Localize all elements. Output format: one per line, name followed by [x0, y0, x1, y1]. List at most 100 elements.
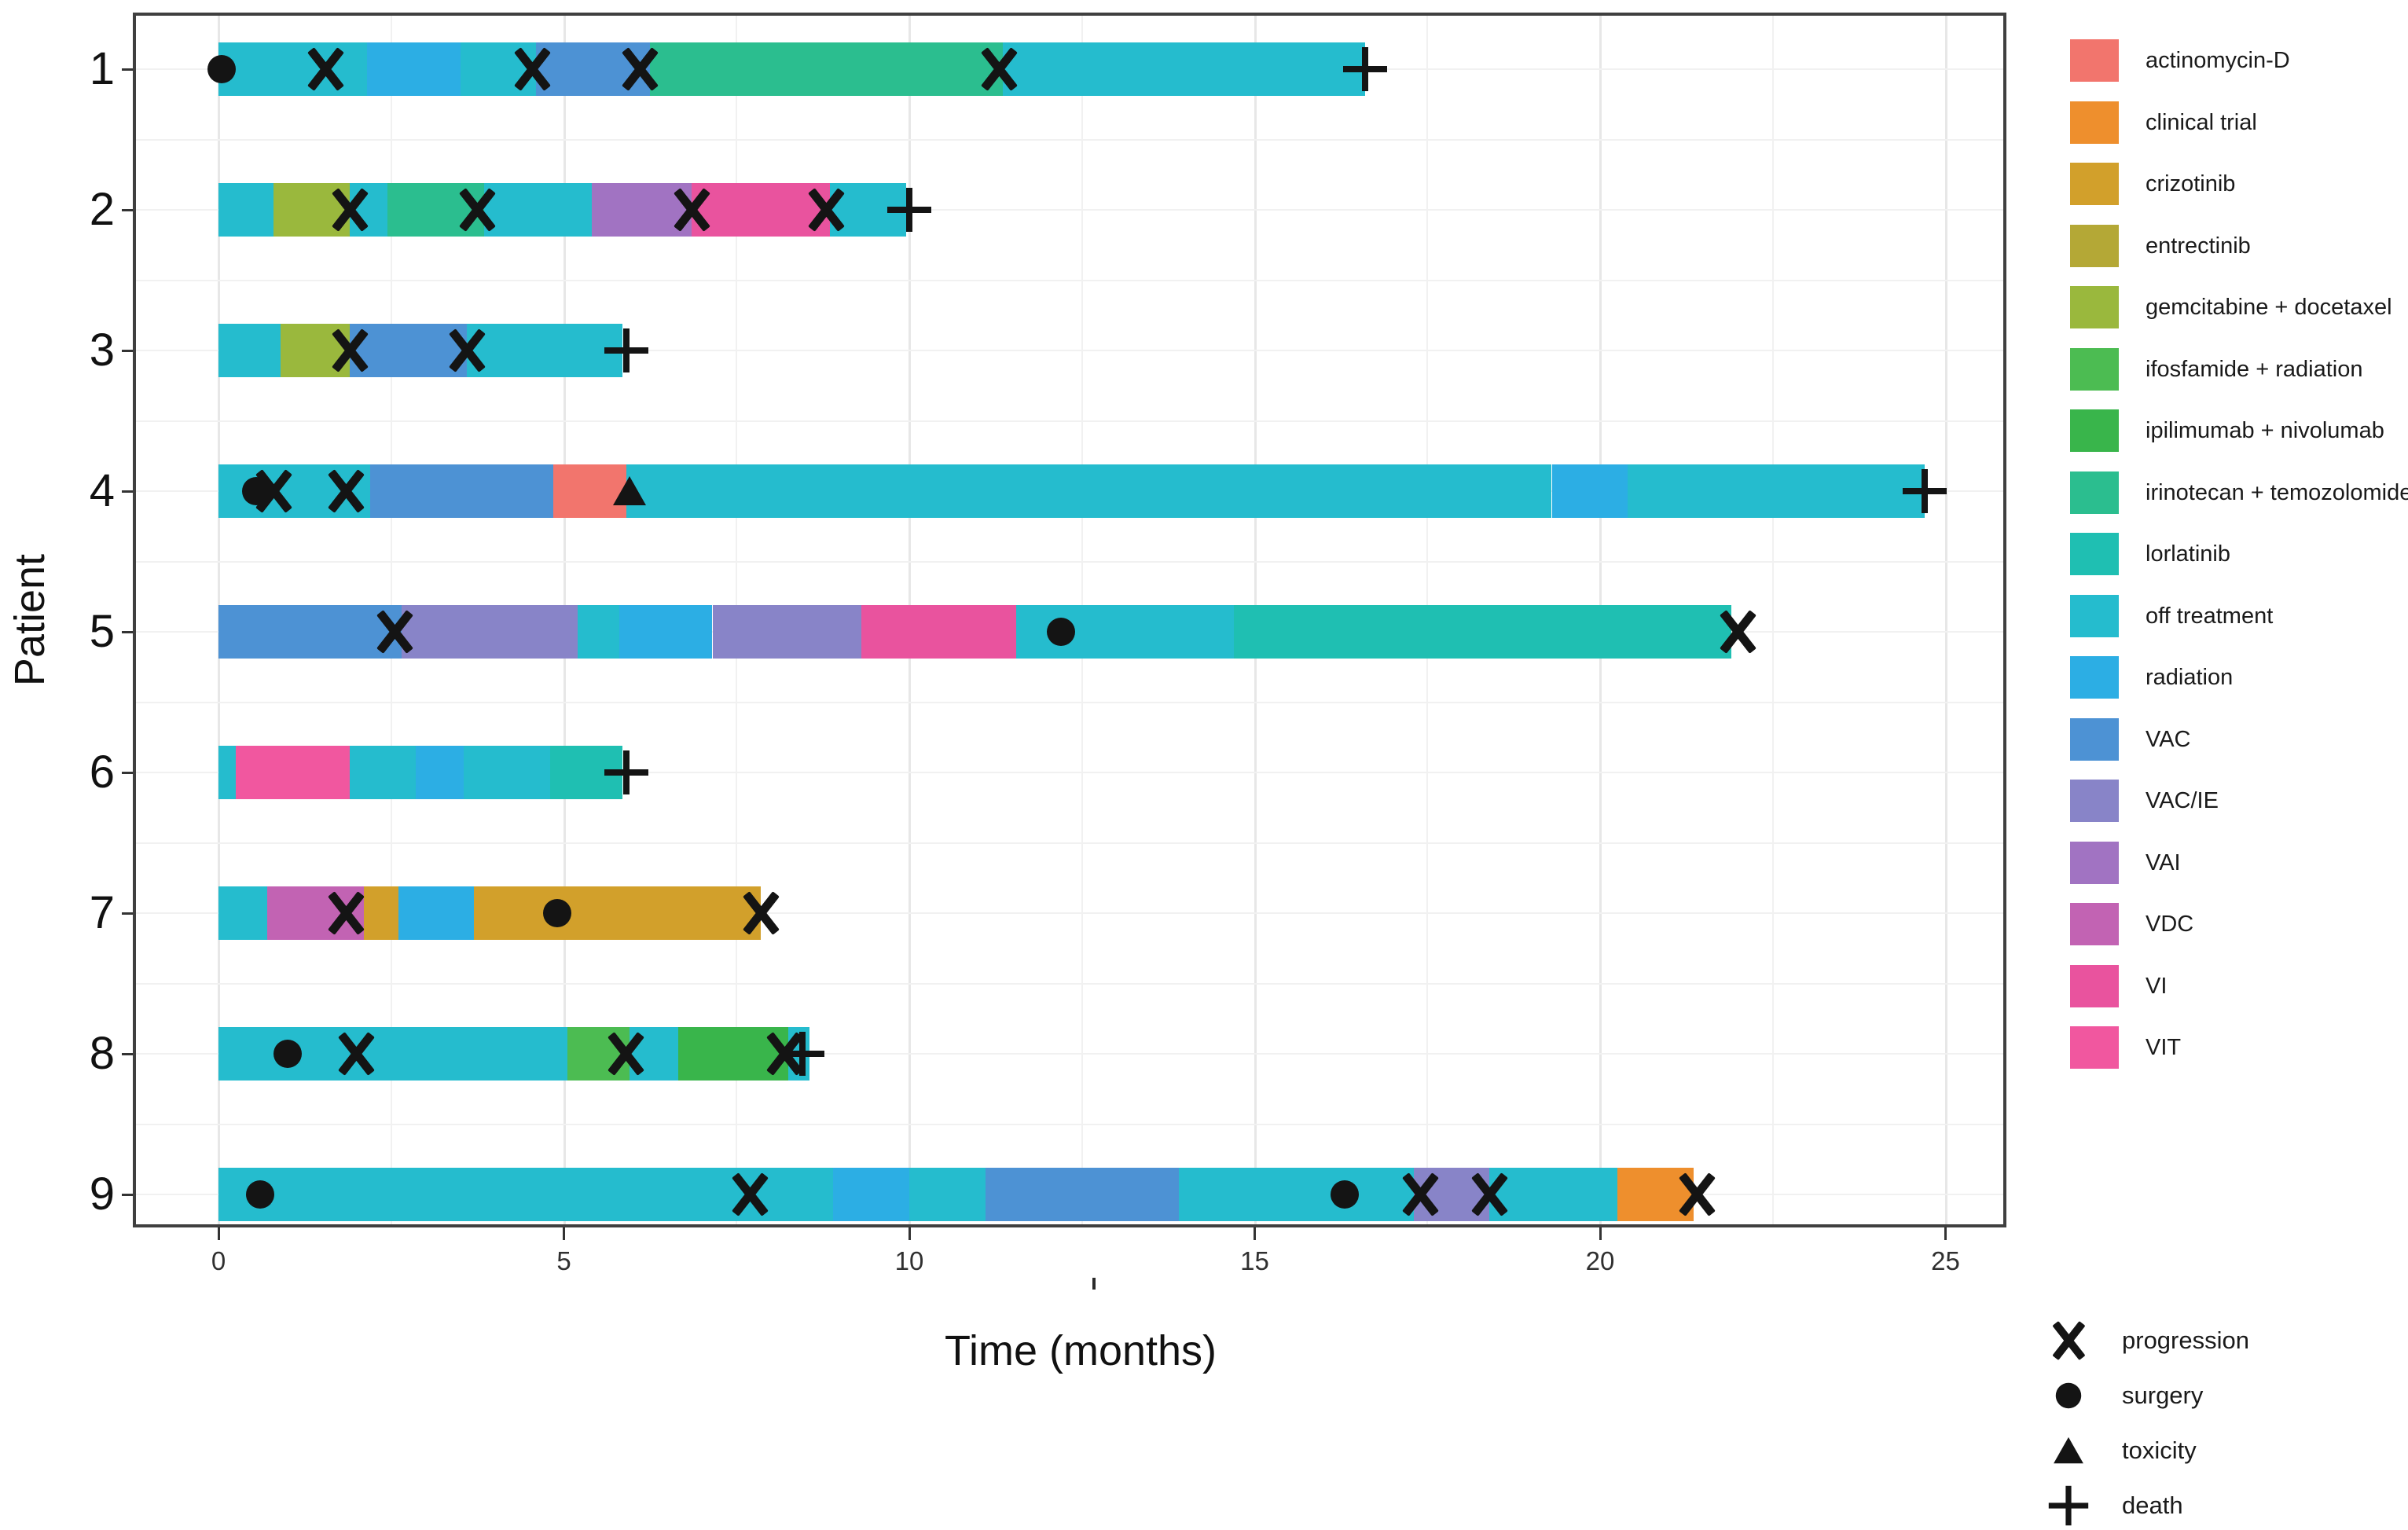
row-boundary-gridline [133, 982, 2006, 985]
legend-marker-label: toxicity [2122, 1436, 2197, 1464]
legend-swatch-vdc [2070, 903, 2119, 945]
x-axis-tick [1254, 1227, 1256, 1240]
row-boundary-gridline [133, 701, 2006, 703]
bar-segment [218, 746, 236, 799]
bar-segment [1234, 605, 1731, 659]
legend-label: irinotecan + temozolomide [2146, 479, 2408, 505]
filled-circle-marker-shape [273, 1040, 302, 1068]
legend-swatch-gemcitabine-docetaxel [2070, 286, 2119, 328]
filled-circle-marker-shape [542, 899, 571, 927]
x-axis-tick [217, 1227, 220, 1240]
legend-label: VAI [2146, 849, 2181, 875]
plus-cross-marker-shape [780, 1051, 824, 1057]
bar-segment [464, 746, 550, 799]
bar-segment [218, 183, 274, 237]
y-axis-tick [122, 630, 133, 633]
bar-segment [350, 324, 468, 377]
bar-segment [236, 746, 350, 799]
x-axis-title: Time (months) [944, 1327, 1217, 1374]
bar-segment [218, 886, 267, 940]
bar-segment [985, 1168, 1179, 1221]
bar-segment [626, 464, 1552, 518]
row-gridline [133, 1053, 2006, 1055]
bar-segment [415, 746, 464, 799]
legend-marker-label: surgery [2122, 1381, 2204, 1409]
row-boundary-gridline [133, 279, 2006, 281]
y-axis-tick [122, 68, 133, 71]
bar-segment [833, 1168, 909, 1221]
bar-segment [398, 886, 475, 940]
legend-label: ipilimumab + nivolumab [2146, 418, 2384, 443]
x-axis-tick-label: 10 [894, 1246, 924, 1275]
minor-gridline [1771, 13, 1774, 1227]
bar-segment [1178, 1168, 1414, 1221]
stray-tick-artifact [1092, 1278, 1096, 1290]
bar-segment [350, 746, 416, 799]
x-axis-tick-label: 5 [556, 1246, 571, 1275]
y-axis-tick [122, 208, 133, 211]
bar-segment [712, 605, 861, 659]
bar-segment [692, 183, 830, 237]
legend-label: VDC [2146, 912, 2194, 937]
legend-swatch-ipilimumab-nivolumab [2070, 409, 2119, 452]
legend-swatch-crizotinib [2070, 163, 2119, 205]
legend-swatch-vi [2070, 964, 2119, 1007]
filled-circle-marker-shape [2055, 1382, 2082, 1409]
plus-cross-marker-shape [1903, 488, 1947, 494]
y-axis-tick-label: 9 [89, 1169, 115, 1220]
legend-label: gemcitabine + docetaxel [2146, 295, 2392, 320]
bar-segment [218, 1168, 834, 1221]
bar-segment [909, 1168, 986, 1221]
x-axis-tick-label: 15 [1240, 1246, 1269, 1275]
legend-marker-label: death [2122, 1491, 2183, 1519]
row-boundary-gridline [133, 560, 2006, 563]
row-gridline [133, 209, 2006, 211]
y-axis-tick-label: 8 [89, 1028, 115, 1079]
filled-circle-marker-shape [1330, 1180, 1359, 1209]
legend-swatch-ifosfamide-radiation [2070, 347, 2119, 391]
legend-swatch-actinomycin-d [2070, 39, 2119, 82]
bar-segment [218, 605, 402, 659]
x-axis-tick [908, 1227, 911, 1240]
y-axis-tick-label: 1 [89, 43, 115, 94]
bar-segment [619, 605, 713, 659]
legend-label: VAC/IE [2146, 788, 2219, 813]
bar-segment [401, 605, 578, 659]
plus-cross-marker-shape [1343, 66, 1388, 72]
filled-triangle-marker-shape [613, 476, 646, 505]
bar-segment [1551, 464, 1628, 518]
filled-circle-marker-shape [1047, 618, 1076, 646]
y-axis-tick-label: 7 [89, 887, 115, 938]
bar-segment [484, 183, 592, 237]
legend-swatch-vac [2070, 717, 2119, 761]
bar-segment [218, 324, 281, 377]
y-axis-tick [122, 1052, 133, 1055]
legend-swatch-clinical-trial [2070, 101, 2119, 144]
filled-circle-marker-shape [245, 1180, 274, 1209]
bar-segment [1489, 1168, 1617, 1221]
x-axis-tick [1599, 1227, 1602, 1240]
y-axis-tick-label: 3 [89, 325, 115, 376]
plus-cross-marker-shape [887, 207, 931, 213]
filled-triangle-marker-shape [2054, 1436, 2083, 1464]
legend-label: actinomycin-D [2146, 48, 2290, 73]
y-axis-tick-label: 6 [89, 747, 115, 798]
bar-segment [650, 42, 1003, 96]
legend-label: lorlatinib [2146, 541, 2230, 567]
bar-segment [474, 886, 761, 940]
y-axis-tick [122, 912, 133, 915]
bar-segment [1002, 42, 1366, 96]
plus-cross-marker-shape [2048, 1502, 2089, 1509]
legend-swatch-lorlatinib [2070, 533, 2119, 575]
legend-label: crizotinib [2146, 171, 2236, 196]
x-axis-tick [1944, 1227, 1947, 1240]
plus-cross-marker-shape [604, 769, 648, 776]
bar-segment [1628, 464, 1925, 518]
y-axis-tick [122, 771, 133, 774]
x-axis-tick-label: 0 [211, 1246, 226, 1275]
row-gridline [133, 912, 2006, 914]
y-axis-tick-label: 4 [89, 465, 115, 516]
